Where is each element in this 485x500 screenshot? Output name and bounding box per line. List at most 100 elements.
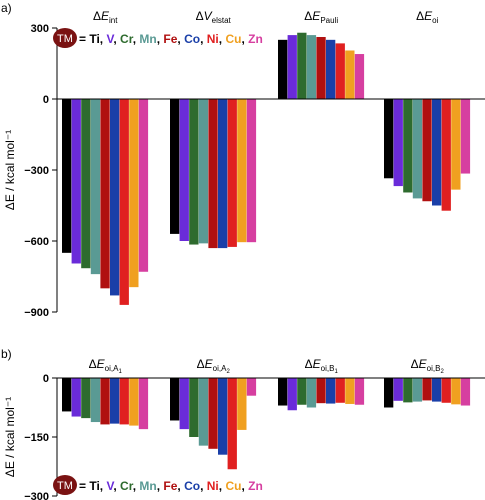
- y-tick-label: 300: [31, 23, 49, 35]
- bar-ti: [384, 99, 394, 179]
- legend-item-ti: Ti: [89, 479, 99, 493]
- group-title: ΔEPauli: [304, 9, 338, 25]
- bar-cr: [297, 32, 307, 99]
- bar-cr: [403, 99, 413, 193]
- bar-zn: [246, 99, 257, 243]
- bar-mn: [90, 99, 101, 275]
- bar-co: [110, 378, 120, 424]
- group-title: ΔVelstat: [196, 9, 232, 25]
- bar-v: [179, 99, 189, 241]
- legend-item-ni: Ni: [207, 32, 219, 46]
- legend-item-ni: Ni: [207, 479, 219, 493]
- y-tick-label: −900: [24, 307, 49, 319]
- bar-cr: [81, 99, 91, 269]
- legend-item-mn: Mn: [139, 32, 156, 46]
- group-title: ΔEoi,B2: [411, 357, 445, 375]
- chart-panel-a: a) ΔE / kcal mol⁻¹ 300 0 −300 −600 −900 ΔEint ΔV…: [1, 1, 485, 319]
- bar-co: [110, 99, 120, 296]
- bar-cu: [129, 378, 139, 426]
- bar-cr: [297, 378, 307, 405]
- legend-item-cu: Cu: [225, 479, 241, 493]
- legend-item-v: V: [106, 479, 114, 493]
- group-title: ΔEoi: [416, 9, 438, 25]
- bar-ni: [227, 99, 237, 247]
- bar-v: [287, 378, 297, 411]
- legend-item-v: V: [106, 32, 114, 46]
- bar-v: [287, 35, 297, 99]
- bar-ni: [335, 43, 345, 99]
- bar-cu: [345, 50, 355, 99]
- bar-mn: [198, 99, 209, 244]
- bar-fe: [208, 99, 218, 249]
- y-tick-label: 0: [43, 373, 49, 385]
- bar-ti: [384, 378, 394, 408]
- panel-label: a): [1, 1, 12, 15]
- bar-cu: [237, 378, 247, 430]
- bar-fe: [100, 99, 110, 289]
- y-tick-label: −300: [24, 491, 49, 500]
- bar-ni: [441, 99, 451, 211]
- legend-item-fe: Fe: [163, 32, 177, 46]
- legend-item-cr: Cr: [120, 32, 134, 46]
- bar-ni: [441, 378, 451, 403]
- chart-panel-b: b) ΔE / kcal mol⁻¹ 0 −150 −300 ΔEoi,A1 ΔEoi,A2…: [1, 347, 485, 500]
- bar-ti: [170, 99, 180, 234]
- y-tick-label: −300: [24, 165, 49, 177]
- y-tick-label: −600: [24, 236, 49, 248]
- bar-v: [393, 378, 403, 401]
- bar-cr: [403, 378, 413, 403]
- panel-label: b): [1, 347, 12, 361]
- tm-badge-label: TM: [57, 33, 73, 45]
- bar-mn: [90, 378, 101, 423]
- y-axis-label: ΔE / kcal mol⁻¹: [3, 130, 17, 210]
- y-tick-label: −150: [24, 432, 49, 444]
- bar-cr: [81, 378, 91, 419]
- group-title: ΔEoi,A2: [197, 357, 231, 375]
- legend-item-cu: Cu: [225, 32, 241, 46]
- legend: TM = Ti, V, Cr, Mn, Fe, Co, Ni, Cu, Zn: [53, 475, 263, 495]
- bar-mn: [306, 378, 317, 408]
- bar-fe: [422, 99, 432, 202]
- legend: TM = Ti, V, Cr, Mn, Fe, Co, Ni, Cu, Zn: [53, 28, 263, 48]
- bar-mn: [412, 99, 423, 199]
- bar-zn: [246, 378, 257, 396]
- bar-cr: [189, 99, 199, 245]
- legend-item-fe: Fe: [163, 479, 177, 493]
- legend-item-cr: Cr: [120, 479, 134, 493]
- bar-ti: [278, 39, 288, 99]
- legend-metals: = Ti, V, Cr, Mn, Fe, Co, Ni, Cu, Zn: [79, 32, 263, 46]
- bar-co: [218, 378, 228, 455]
- bar-mn: [198, 378, 209, 446]
- group-title: ΔEoi,B1: [305, 357, 339, 375]
- bar-zn: [460, 99, 471, 174]
- legend-item-co: Co: [184, 32, 200, 46]
- bar-ni: [119, 99, 129, 305]
- bar-ni: [335, 378, 345, 403]
- bar-fe: [316, 378, 326, 404]
- bar-co: [326, 378, 336, 404]
- bar-ti: [170, 378, 180, 421]
- bar-v: [393, 99, 403, 187]
- legend-item-zn: Zn: [248, 479, 263, 493]
- bar-fe: [100, 378, 110, 425]
- legend-item-zn: Zn: [248, 32, 263, 46]
- bar-cu: [345, 378, 355, 404]
- y-tick-label: 0: [43, 94, 49, 106]
- bar-fe: [208, 378, 218, 449]
- bar-ti: [62, 99, 72, 253]
- y-axis-label: ΔE / kcal mol⁻¹: [3, 397, 17, 477]
- bar-ni: [227, 378, 237, 470]
- bar-co: [218, 99, 228, 249]
- bar-zn: [354, 378, 365, 405]
- group-title: ΔEint: [93, 9, 118, 25]
- tm-badge-label: TM: [57, 480, 73, 492]
- tm-badge: [53, 475, 77, 495]
- bar-zn: [138, 378, 149, 430]
- bar-fe: [422, 378, 432, 401]
- bar-zn: [460, 378, 471, 406]
- bar-cr: [189, 378, 199, 437]
- bar-v: [179, 378, 189, 430]
- bar-v: [71, 378, 81, 417]
- legend-item-co: Co: [184, 479, 200, 493]
